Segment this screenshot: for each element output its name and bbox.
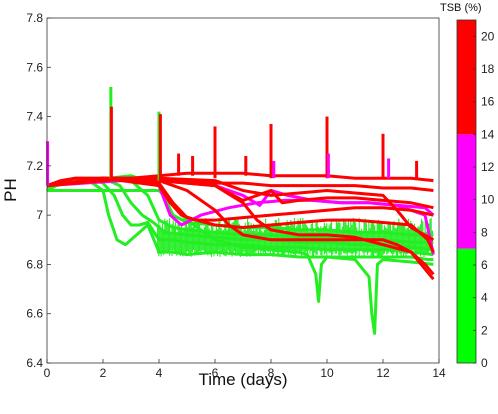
colorbar-tick-label: 14 xyxy=(481,127,495,141)
colorbar-tick-label: 10 xyxy=(481,193,495,207)
series-line-13 xyxy=(46,176,435,281)
x-tick-label: 8 xyxy=(268,366,275,380)
colorbar-band-1 xyxy=(457,248,476,363)
series-line-5 xyxy=(47,189,434,335)
colorbar-title: TSB (%) xyxy=(440,2,482,14)
plot-area xyxy=(46,17,440,364)
x-tick-label: 6 xyxy=(212,366,219,380)
x-axis-title: Time (days) xyxy=(198,370,287,389)
y-axis-ticks: 6.4 6.6 6.8 7 7.2 7.4 7.6 7.8 xyxy=(26,11,51,370)
colorbar-tick-label: 12 xyxy=(481,160,495,174)
y-tick-label: 7.6 xyxy=(26,60,43,74)
colorbar-bands xyxy=(457,20,476,363)
series-line-11 xyxy=(46,176,434,222)
x-tick-label: 4 xyxy=(156,366,163,380)
x-tick-label: 10 xyxy=(320,366,334,380)
y-tick-label: 7.2 xyxy=(26,159,43,173)
colorbar-tick-label: 2 xyxy=(481,323,488,337)
colorbar-tick-label: 20 xyxy=(481,29,495,43)
x-tick-label: 0 xyxy=(44,366,51,380)
y-tick-label: 6.6 xyxy=(26,307,43,321)
colorbar-tick-label: 8 xyxy=(481,225,488,239)
y-tick-label: 7 xyxy=(36,208,43,222)
colorbar-tick-label: 6 xyxy=(481,258,488,272)
x-tick-label: 12 xyxy=(376,366,390,380)
colorbar-tick-label: 16 xyxy=(481,95,495,109)
series-line-1 xyxy=(46,179,434,261)
x-axis-ticks: 0 2 4 6 8 10 12 14 xyxy=(44,359,446,380)
colorbar-tick-label: 4 xyxy=(481,291,488,305)
y-tick-label: 6.4 xyxy=(26,356,43,370)
y-tick-label: 7.4 xyxy=(26,110,43,124)
colorbar-ticks: 0 2 4 6 8 10 12 14 16 18 20 xyxy=(473,29,495,370)
plot-frame xyxy=(46,17,440,364)
y-tick-label: 7.8 xyxy=(26,11,43,25)
series-line-12 xyxy=(46,176,435,253)
series-line-3 xyxy=(46,176,434,252)
x-tick-label: 14 xyxy=(432,366,446,380)
y-tick-label: 6.8 xyxy=(26,257,43,271)
x-tick-label: 2 xyxy=(100,366,107,380)
colorbar-frame xyxy=(456,19,477,364)
spike-layer xyxy=(46,87,419,186)
colorbar: TSB (%) 0 2 4 6 8 10 12 14 16 18 20 xyxy=(440,2,495,370)
series-layer xyxy=(46,171,435,335)
colorbar-band-3 xyxy=(457,20,476,135)
colorbar-band-2 xyxy=(457,134,476,249)
colorbar-tick-label: 18 xyxy=(481,62,495,76)
y-axis-title: PH xyxy=(1,178,20,202)
colorbar-tick-label: 0 xyxy=(481,356,488,370)
